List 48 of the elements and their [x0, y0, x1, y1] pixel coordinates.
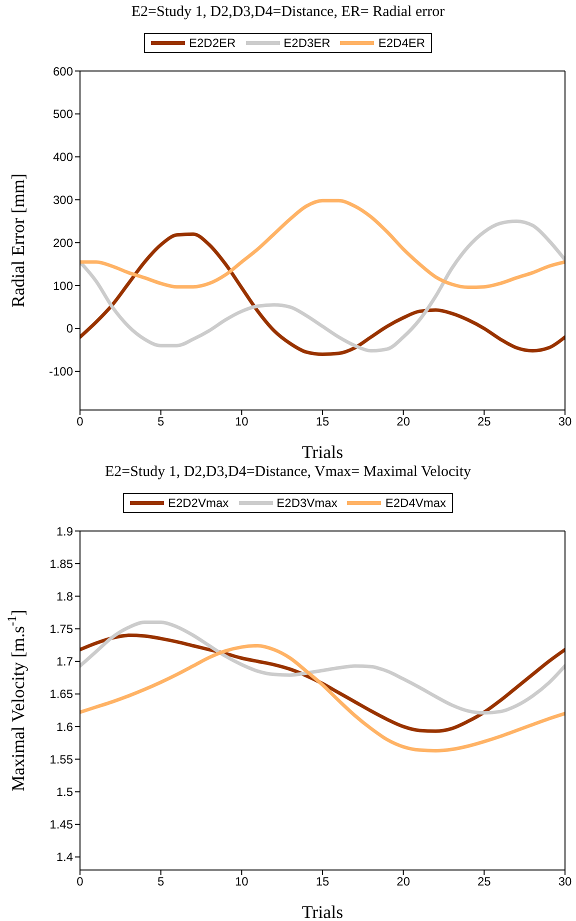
- x-tick-label: 20: [396, 874, 410, 889]
- line-series: [80, 644, 565, 752]
- y-tick-label: 100: [52, 278, 74, 293]
- legend-label: E2D3Vmax: [276, 496, 338, 510]
- x-axis-title: Trials: [302, 902, 344, 921]
- y-tick-label: 1.4: [56, 850, 74, 864]
- line-series: [80, 198, 565, 290]
- legend-label: E2D2ER: [188, 36, 236, 50]
- x-axis-title: Trials: [302, 442, 344, 462]
- y-tick-label: 200: [52, 236, 74, 250]
- legend-label: E2D3ER: [284, 36, 330, 50]
- legend-label: E2D4ER: [378, 36, 426, 50]
- x-tick-label: 25: [477, 414, 492, 429]
- y-tick-label: 1.7: [56, 654, 74, 669]
- legend-label: E2D4Vmax: [385, 496, 446, 510]
- x-tick-label: 10: [234, 414, 249, 429]
- chart-title: E2=Study 1, D2,D3,D4=Distance, Vmax= Maximal Velocity: [104, 464, 472, 480]
- y-tick-label: 500: [52, 107, 74, 122]
- y-tick-label: -100: [48, 364, 74, 379]
- y-tick-label: 1.5: [56, 785, 74, 800]
- y-tick-label: 1.45: [50, 818, 74, 832]
- legend-label: E2D2Vmax: [168, 496, 229, 510]
- x-tick-label: 20: [396, 414, 410, 429]
- y-tick-label: 600: [52, 64, 74, 78]
- chart-title: E2=Study 1, D2,D3,D4=Distance, ER= Radial error: [130, 3, 446, 22]
- x-tick-label: 15: [316, 414, 330, 429]
- x-tick-label: 0: [76, 874, 84, 889]
- y-tick-label: 400: [52, 150, 74, 164]
- x-tick-label: 5: [157, 874, 164, 889]
- y-tick-label: 1.9: [56, 524, 74, 538]
- x-tick-label: 0: [76, 414, 84, 429]
- y-tick-label: 300: [52, 192, 74, 207]
- line-series: [80, 634, 565, 733]
- y-tick-label: 1.55: [50, 752, 74, 766]
- line-series: [80, 620, 565, 715]
- y-tick-label: 1.85: [50, 556, 74, 571]
- y-tick-label: 0: [66, 322, 74, 336]
- x-tick-label: 25: [477, 874, 492, 889]
- x-tick-label: 10: [234, 874, 249, 889]
- x-tick-label: 30: [558, 414, 572, 429]
- x-tick-label: 15: [316, 874, 330, 889]
- y-tick-label: 1.65: [50, 687, 74, 702]
- y-tick-label: 1.8: [56, 589, 74, 604]
- y-axis-title: Radial Error [mm]: [8, 174, 28, 308]
- y-tick-label: 1.75: [50, 622, 74, 636]
- x-tick-label: 30: [558, 874, 572, 889]
- y-tick-label: 1.6: [56, 720, 74, 734]
- x-tick-label: 5: [157, 414, 164, 429]
